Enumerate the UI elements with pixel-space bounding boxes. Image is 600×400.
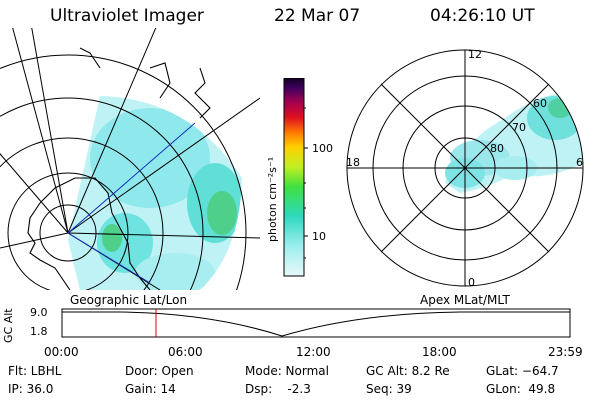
geographic-map-label: Geographic Lat/Lon xyxy=(70,293,188,307)
status-door: Door: Open xyxy=(125,364,194,378)
time-tick-2359: 23:59 xyxy=(548,345,583,359)
altitude-plot xyxy=(61,308,571,338)
status-filter: Flt: LBHL xyxy=(8,364,62,378)
apex-map-label: Apex MLat/MLT xyxy=(420,293,510,307)
colorbar-tick-10: 10 xyxy=(312,230,326,243)
status-gc-alt: GC Alt: 8.2 Re xyxy=(366,364,450,378)
time-label: 04:26:10 UT xyxy=(430,6,535,26)
colorbar-gradient xyxy=(283,78,305,277)
status-seq: Seq: 39 xyxy=(366,382,412,396)
instrument-title: Ultraviolet Imager xyxy=(50,6,204,26)
mlat-label-80: 80 xyxy=(490,142,504,155)
status-glon: GLon: 49.8 xyxy=(486,382,556,396)
polar-mlat-mlt-plot xyxy=(346,49,584,287)
time-tick-0000: 00:00 xyxy=(44,345,79,359)
altitude-curve xyxy=(62,311,570,337)
mlat-label-60: 60 xyxy=(533,97,547,110)
status-glat: GLat: −64.7 xyxy=(486,364,559,378)
mlt-label-0: 0 xyxy=(468,276,475,289)
altitude-tick-high: 9.0 xyxy=(30,306,48,319)
mlt-label-18: 18 xyxy=(346,156,360,169)
mlat-label-70: 70 xyxy=(512,121,526,134)
mlt-label-6: 6 xyxy=(576,156,583,169)
altitude-ylabel: GC Alt xyxy=(2,308,15,343)
mlt-label-12: 12 xyxy=(468,48,482,61)
time-tick-1200: 12:00 xyxy=(296,345,331,359)
time-tick-1800: 18:00 xyxy=(422,345,457,359)
status-mode: Mode: Normal xyxy=(245,364,329,378)
status-gain: Gain: 14 xyxy=(125,382,176,396)
colorbar-tick-100: 100 xyxy=(312,142,333,155)
status-ip: IP: 36.0 xyxy=(8,382,54,396)
colorbar-unit-label: photon cm⁻²s⁻¹ xyxy=(266,156,279,242)
altitude-tick-low: 1.8 xyxy=(30,325,48,338)
status-dsp: Dsp: -2.3 xyxy=(245,382,311,396)
geographic-map xyxy=(0,28,260,290)
time-tick-0600: 06:00 xyxy=(168,345,203,359)
date-label: 22 Mar 07 xyxy=(274,6,361,26)
colorbar xyxy=(283,78,308,277)
